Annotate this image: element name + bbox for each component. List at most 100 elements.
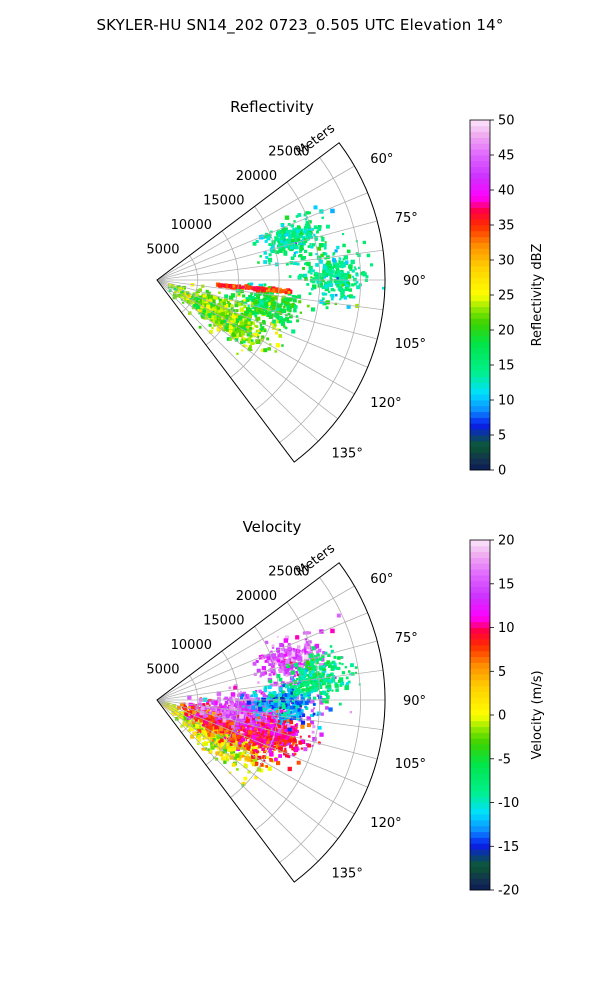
echo-gate bbox=[212, 702, 216, 705]
echo-gate bbox=[264, 251, 267, 254]
echo-gate bbox=[230, 716, 233, 719]
echo-gate bbox=[226, 312, 229, 315]
echo-gate bbox=[302, 688, 306, 692]
echo-gate bbox=[206, 304, 211, 309]
echo-gate bbox=[207, 314, 212, 318]
echo-gate bbox=[252, 727, 256, 731]
echo-gate bbox=[232, 323, 236, 327]
echo-gate bbox=[281, 648, 284, 651]
echo-gate bbox=[293, 746, 298, 751]
reflectivity-colorbar bbox=[469, 119, 494, 471]
echo-gate bbox=[328, 263, 333, 268]
echo-gate bbox=[270, 650, 273, 654]
echo-gate bbox=[296, 319, 299, 323]
echo-gate bbox=[267, 257, 273, 263]
echo-gate bbox=[346, 281, 351, 286]
echo-gate bbox=[284, 717, 289, 722]
echo-gate bbox=[263, 329, 267, 333]
echo-gate bbox=[291, 658, 295, 662]
echo-gate bbox=[267, 347, 271, 351]
echo-gate bbox=[230, 320, 234, 324]
echo-gate bbox=[213, 323, 216, 327]
echo-gate bbox=[290, 710, 295, 714]
echo-gate bbox=[261, 702, 264, 706]
echo-gate bbox=[255, 288, 261, 293]
echo-gate bbox=[219, 719, 224, 724]
echo-gate bbox=[330, 293, 335, 298]
echo-gate bbox=[274, 681, 278, 686]
echo-gate bbox=[296, 650, 300, 653]
echo-gate bbox=[210, 738, 213, 742]
echo-gate bbox=[225, 722, 229, 726]
echo-gate bbox=[256, 668, 261, 673]
echo-gate bbox=[339, 684, 343, 687]
echo-gate bbox=[297, 294, 301, 299]
echo-gate bbox=[262, 312, 266, 315]
echo-gate bbox=[167, 706, 171, 710]
echo-gate bbox=[314, 643, 320, 649]
echo-gate bbox=[283, 752, 286, 756]
echo-gate bbox=[292, 728, 298, 733]
echo-gate bbox=[254, 727, 257, 731]
echo-gate bbox=[285, 699, 290, 704]
echo-gate bbox=[313, 274, 317, 277]
echo-gate bbox=[216, 322, 221, 327]
echo-gate bbox=[239, 726, 242, 730]
range-ring bbox=[230, 626, 280, 798]
echo-gate bbox=[198, 288, 202, 292]
echo-gate bbox=[245, 324, 250, 329]
echo-gate bbox=[225, 713, 230, 718]
range-ring bbox=[205, 230, 239, 346]
echo-gate bbox=[268, 262, 271, 265]
colorbar-segment bbox=[470, 668, 490, 675]
echo-gate bbox=[278, 754, 282, 758]
echo-gate bbox=[230, 710, 234, 713]
echo-gate bbox=[315, 677, 319, 680]
echo-gate bbox=[318, 685, 322, 688]
echo-gate bbox=[319, 665, 323, 669]
echo-gate bbox=[251, 310, 256, 316]
echo-gate bbox=[274, 297, 278, 301]
echo-gate bbox=[245, 695, 249, 699]
echo-gate bbox=[224, 696, 229, 701]
echo-gate bbox=[246, 285, 250, 290]
echo-gate bbox=[267, 653, 272, 658]
echo-gate bbox=[330, 628, 335, 634]
echo-gate bbox=[301, 238, 304, 241]
echo-gate bbox=[199, 711, 204, 716]
echo-gate bbox=[255, 293, 259, 296]
echo-gate bbox=[230, 307, 234, 311]
echo-gate bbox=[319, 283, 323, 287]
colorbar-segment bbox=[470, 621, 490, 628]
echo-gate bbox=[174, 294, 178, 297]
echo-gate bbox=[237, 737, 240, 741]
echo-gate bbox=[232, 695, 236, 699]
echo-gate bbox=[276, 760, 281, 766]
echo-gate bbox=[332, 258, 337, 263]
echo-gate bbox=[223, 760, 227, 764]
echo-gate bbox=[336, 276, 339, 280]
echo-gate bbox=[303, 649, 307, 653]
colorbar-segment bbox=[470, 289, 490, 296]
range-tick-20000: 20000 bbox=[236, 589, 277, 604]
echo-gate bbox=[342, 243, 346, 248]
echo-gate bbox=[207, 732, 212, 737]
echo-gate bbox=[192, 706, 197, 711]
echo-gate bbox=[259, 745, 262, 748]
echo-gate bbox=[271, 313, 276, 317]
echo-gate bbox=[311, 670, 315, 674]
echo-gate bbox=[334, 293, 338, 297]
echo-gate bbox=[335, 271, 338, 275]
echo-gate bbox=[195, 304, 201, 309]
echo-gate bbox=[311, 243, 316, 247]
echo-gate bbox=[235, 300, 239, 304]
echo-gate bbox=[347, 271, 350, 274]
echo-gate bbox=[295, 251, 298, 254]
echo-gate bbox=[295, 700, 298, 704]
echo-gate bbox=[310, 245, 314, 249]
echo-gate bbox=[264, 671, 267, 674]
colorbar-segment bbox=[470, 563, 490, 570]
echo-gate bbox=[296, 262, 300, 266]
echo-gate bbox=[330, 287, 335, 292]
echo-gate bbox=[209, 294, 214, 299]
